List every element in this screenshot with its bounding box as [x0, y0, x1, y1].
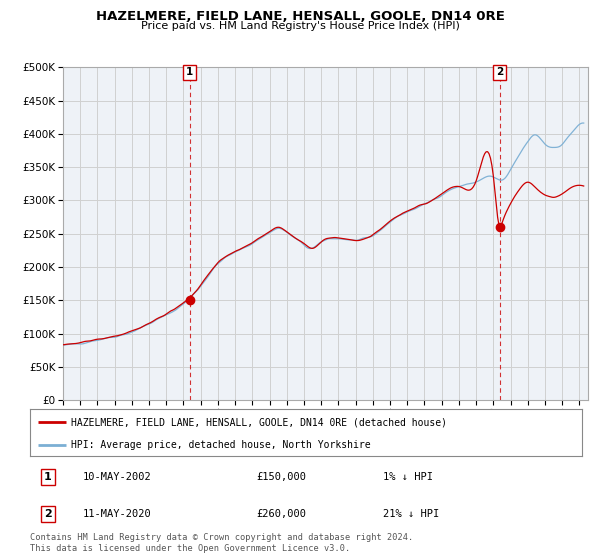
Text: 1: 1 [44, 472, 52, 482]
Text: HAZELMERE, FIELD LANE, HENSALL, GOOLE, DN14 0RE: HAZELMERE, FIELD LANE, HENSALL, GOOLE, D… [95, 10, 505, 23]
Text: £260,000: £260,000 [256, 509, 307, 519]
Text: 1% ↓ HPI: 1% ↓ HPI [383, 472, 433, 482]
Text: Contains HM Land Registry data © Crown copyright and database right 2024.
This d: Contains HM Land Registry data © Crown c… [30, 533, 413, 553]
Text: Price paid vs. HM Land Registry's House Price Index (HPI): Price paid vs. HM Land Registry's House … [140, 21, 460, 31]
Text: £150,000: £150,000 [256, 472, 307, 482]
Text: HPI: Average price, detached house, North Yorkshire: HPI: Average price, detached house, Nort… [71, 440, 371, 450]
Text: 2: 2 [44, 509, 52, 519]
Text: 1: 1 [186, 67, 193, 77]
Text: 11-MAY-2020: 11-MAY-2020 [82, 509, 151, 519]
Text: 21% ↓ HPI: 21% ↓ HPI [383, 509, 440, 519]
Text: 2: 2 [496, 67, 503, 77]
Text: HAZELMERE, FIELD LANE, HENSALL, GOOLE, DN14 0RE (detached house): HAZELMERE, FIELD LANE, HENSALL, GOOLE, D… [71, 417, 448, 427]
Text: 10-MAY-2002: 10-MAY-2002 [82, 472, 151, 482]
